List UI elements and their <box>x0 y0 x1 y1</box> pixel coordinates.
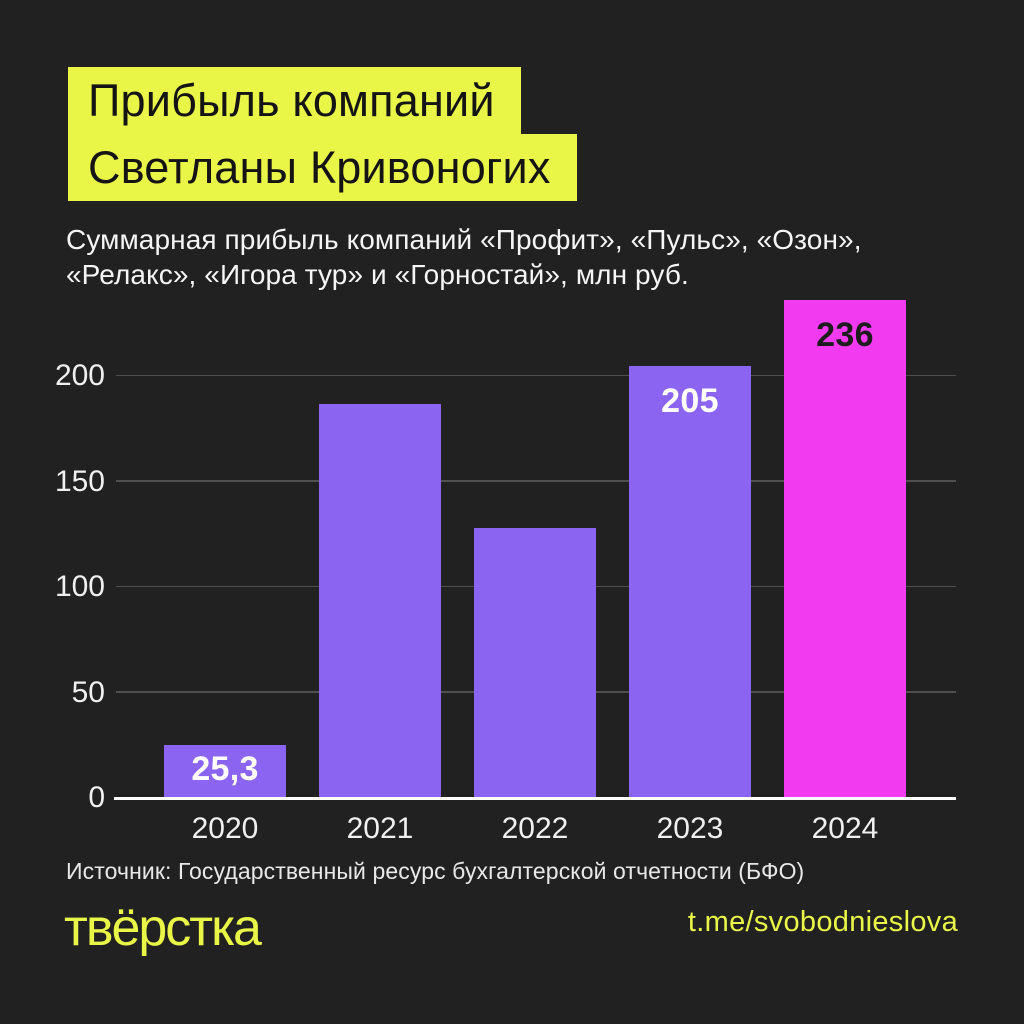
bar-2023: 205 <box>629 365 751 798</box>
y-axis-label-0: 0 <box>88 781 105 814</box>
bar-value-label-2024: 236 <box>816 316 874 355</box>
bar-value-label-2023: 205 <box>661 381 719 420</box>
source-note: Источник: Государственный ресурс бухгалт… <box>66 858 805 884</box>
gridline-200 <box>116 374 956 377</box>
y-axis-label-50: 50 <box>71 675 105 709</box>
chart-subtitle: Суммарная прибыль компаний «Профит», «Пу… <box>66 222 862 292</box>
bar-2022 <box>474 527 596 798</box>
bar-2024: 236 <box>784 300 906 798</box>
y-axis-label-100: 100 <box>54 570 105 604</box>
x-axis-label-2021: 2021 <box>346 812 414 845</box>
bar-2020: 25,3 <box>164 744 286 798</box>
x-axis-label-2020: 2020 <box>191 812 259 845</box>
verstka-logo: твёрстка <box>64 899 262 957</box>
y-axis-label-200: 200 <box>54 359 105 393</box>
x-axis-label-2024: 2024 <box>811 812 879 845</box>
x-axis-label-2022: 2022 <box>501 812 569 845</box>
gridline-150 <box>116 480 956 482</box>
title-line-2: Светланы Кривоногих <box>68 134 577 201</box>
plot-area: 0 50 100 150 200 25,3 2020 2021 2022 205 2023 236 20… <box>55 298 956 845</box>
telegram-link[interactable]: t.me/svobodnieslova <box>687 906 958 938</box>
page-title: Прибыль компаний Светланы Кривоногих <box>68 67 577 201</box>
x-axis-label-2023: 2023 <box>656 812 724 845</box>
bar-2021 <box>319 403 441 798</box>
title-line-1: Прибыль компаний <box>68 67 521 134</box>
chart-subtitle-line-2: «Релакс», «Игора тур» и «Горностай», млн… <box>66 259 689 290</box>
chart-subtitle-line-1: Суммарная прибыль компаний «Профит», «Пу… <box>66 224 862 255</box>
bar-value-label-2020: 25,3 <box>191 749 259 788</box>
y-axis-label-150: 150 <box>54 464 105 498</box>
